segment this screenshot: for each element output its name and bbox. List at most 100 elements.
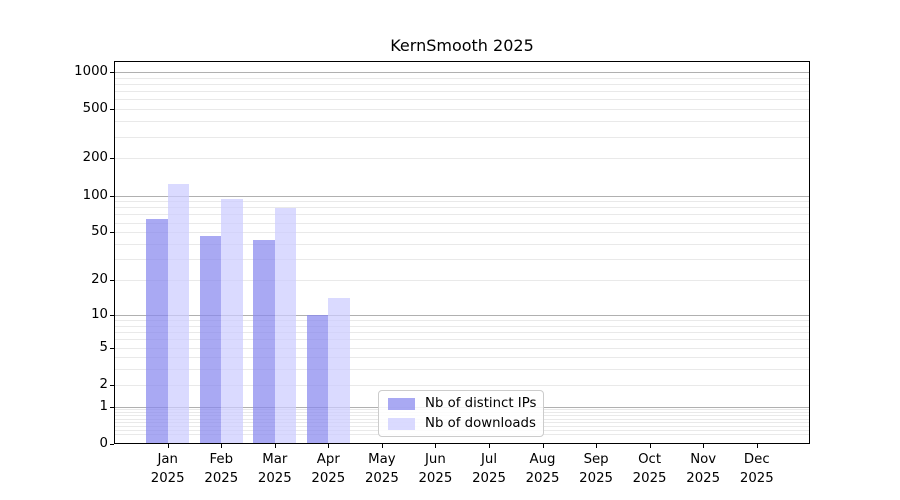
x-tick-label-jun: Jun 2025 — [407, 450, 463, 488]
bar-nb-of-downloads-jan — [167, 184, 190, 443]
x-tick-label-nov: Nov 2025 — [675, 450, 731, 488]
y-tick-200 — [110, 158, 114, 160]
x-tick-year-feb: 2025 — [204, 471, 239, 486]
gridline-minor-20 — [115, 280, 809, 281]
x-tick-label-oct: Oct 2025 — [622, 450, 678, 488]
gridline-minor-70 — [115, 214, 809, 216]
x-tick-month-apr: Apr — [316, 452, 340, 467]
y-tick-label-1: 1 — [99, 398, 108, 414]
gridline-major-10 — [115, 314, 809, 316]
bar-nb-of-distinct-ips-feb — [199, 235, 222, 443]
x-tick-year-sep: 2025 — [579, 471, 614, 486]
x-tick-jan — [167, 444, 169, 448]
x-tick-label-apr: Apr 2025 — [300, 450, 356, 488]
y-tick-10 — [110, 314, 114, 316]
y-tick-label-5: 5 — [99, 339, 108, 355]
y-tick-500 — [110, 109, 114, 111]
x-tick-month-sep: Sep — [583, 452, 609, 467]
x-tick-label-aug: Aug 2025 — [515, 450, 571, 488]
y-tick-label-200: 200 — [82, 150, 108, 166]
y-tick-2 — [110, 384, 114, 386]
x-tick-month-dec: Dec — [743, 452, 770, 467]
y-tick-label-20: 20 — [91, 272, 108, 287]
y-tick-1000 — [110, 71, 114, 73]
x-tick-apr — [328, 444, 330, 448]
gridline-minor-800 — [115, 83, 809, 85]
x-tick-month-mar: Mar — [262, 452, 288, 467]
x-tick-year-nov: 2025 — [686, 471, 721, 486]
x-tick-aug — [542, 444, 544, 448]
x-tick-label-jul: Jul 2025 — [461, 450, 517, 488]
x-tick-label-sep: Sep 2025 — [568, 450, 624, 488]
x-tick-month-jan: Jan — [157, 452, 178, 467]
x-tick-label-may: May 2025 — [354, 450, 410, 488]
y-tick-label-50: 50 — [91, 224, 108, 240]
y-tick-1 — [110, 406, 114, 408]
gridline-minor-60 — [115, 222, 809, 224]
x-tick-month-nov: Nov — [690, 452, 717, 467]
x-tick-dec — [756, 444, 758, 448]
gridline-minor-8 — [115, 325, 809, 327]
x-tick-month-feb: Feb — [209, 452, 234, 467]
x-tick-label-dec: Dec 2025 — [729, 450, 785, 488]
bar-nb-of-distinct-ips-mar — [253, 240, 275, 443]
gridline-major-1000 — [115, 71, 809, 73]
legend-swatch-distinct-ips — [388, 397, 415, 410]
x-tick-year-may: 2025 — [364, 471, 399, 486]
legend-swatch-downloads — [388, 417, 415, 430]
bar-nb-of-downloads-apr — [328, 298, 350, 443]
x-tick-year-mar: 2025 — [257, 471, 292, 486]
x-tick-year-dec: 2025 — [739, 471, 774, 486]
x-tick-jun — [435, 444, 437, 448]
x-tick-label-mar: Mar 2025 — [247, 450, 303, 488]
x-tick-label-jan: Jan 2025 — [140, 450, 196, 488]
x-tick-year-oct: 2025 — [632, 471, 667, 486]
x-tick-month-jul: Jul — [480, 452, 498, 467]
gridline-minor-4 — [115, 357, 809, 359]
x-tick-year-aug: 2025 — [525, 471, 560, 486]
y-tick-label-2: 2 — [99, 376, 108, 392]
gridline-minor-80 — [115, 207, 809, 209]
y-tick-label-10: 10 — [91, 306, 108, 322]
legend-item-downloads: Nb of downloads — [388, 415, 536, 432]
gridline-minor-5 — [115, 347, 809, 349]
x-tick-oct — [649, 444, 651, 448]
x-tick-year-jan: 2025 — [150, 471, 185, 486]
gridline-major-100 — [115, 195, 809, 197]
gridline-minor-40 — [115, 244, 809, 245]
x-tick-month-aug: Aug — [529, 452, 556, 467]
x-tick-nov — [703, 444, 705, 448]
x-tick-month-may: May — [368, 452, 396, 467]
legend-label-distinct-ips: Nb of distinct IPs — [425, 396, 537, 411]
x-tick-year-jul: 2025 — [472, 471, 506, 486]
x-tick-year-jun: 2025 — [418, 471, 453, 486]
gridline-minor-200 — [115, 158, 809, 160]
y-tick-50 — [110, 232, 114, 234]
bar-nb-of-distinct-ips-apr — [306, 314, 329, 443]
gridline-minor-3 — [115, 369, 809, 371]
legend: Nb of distinct IPs Nb of downloads — [378, 390, 544, 437]
gridline-minor-6 — [115, 339, 809, 341]
y-tick-label-100: 100 — [82, 187, 108, 203]
x-tick-year-apr: 2025 — [311, 471, 346, 486]
gridline-minor-300 — [115, 136, 809, 138]
gridline-minor-500 — [115, 109, 809, 111]
gridline-minor-900 — [115, 77, 809, 79]
y-tick-5 — [110, 347, 114, 349]
bar-nb-of-distinct-ips-jan — [146, 219, 168, 443]
bar-nb-of-downloads-mar — [274, 208, 297, 443]
x-tick-jul — [489, 444, 490, 448]
y-tick-20 — [110, 280, 114, 281]
y-tick-label-500: 500 — [82, 101, 108, 117]
legend-label-downloads: Nb of downloads — [425, 416, 536, 431]
y-tick-label-0: 0 — [99, 436, 108, 451]
gridline-minor-700 — [115, 91, 809, 93]
y-tick-100 — [110, 195, 114, 197]
x-tick-feb — [221, 444, 223, 448]
x-tick-label-feb: Feb 2025 — [193, 450, 249, 488]
gridline-minor-9 — [115, 320, 809, 321]
bar-nb-of-downloads-feb — [221, 199, 243, 443]
y-tick-0 — [110, 444, 114, 445]
legend-item-distinct-ips: Nb of distinct IPs — [388, 395, 537, 412]
